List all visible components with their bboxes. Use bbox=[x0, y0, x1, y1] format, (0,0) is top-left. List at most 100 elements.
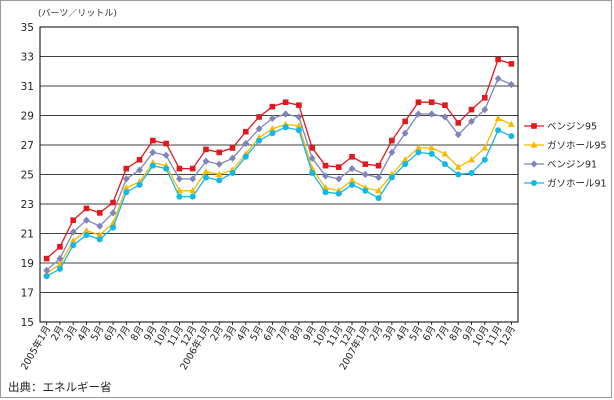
data-point bbox=[415, 110, 422, 118]
data-point bbox=[269, 130, 276, 137]
data-point bbox=[454, 131, 462, 139]
data-point bbox=[402, 161, 409, 168]
data-point bbox=[468, 117, 475, 125]
data-point bbox=[229, 145, 236, 151]
data-point bbox=[282, 99, 289, 106]
data-point bbox=[507, 80, 515, 89]
data-point bbox=[149, 162, 156, 169]
data-point bbox=[282, 110, 290, 118]
data-point bbox=[149, 148, 157, 156]
data-point bbox=[189, 175, 197, 183]
data-point bbox=[468, 170, 475, 177]
y-tick-label: 15 bbox=[21, 317, 34, 329]
x-tick-label: 2005年1月 bbox=[18, 324, 53, 373]
data-point bbox=[96, 236, 103, 243]
data-point bbox=[401, 156, 409, 163]
data-point bbox=[110, 224, 117, 231]
data-point bbox=[388, 174, 395, 181]
y-tick-label: 27 bbox=[21, 140, 34, 152]
data-point bbox=[83, 226, 90, 234]
data-point bbox=[295, 113, 303, 121]
data-point bbox=[361, 170, 369, 179]
data-point bbox=[83, 216, 90, 224]
data-point bbox=[122, 184, 130, 191]
data-point bbox=[83, 231, 90, 238]
data-point bbox=[110, 199, 116, 206]
legend-label: ベンジン91 bbox=[547, 160, 597, 171]
data-point bbox=[136, 166, 143, 174]
data-point bbox=[162, 151, 170, 159]
data-point bbox=[322, 189, 329, 196]
data-point bbox=[123, 189, 130, 196]
data-point bbox=[481, 106, 489, 114]
data-point bbox=[441, 113, 449, 121]
data-point bbox=[348, 176, 356, 183]
y-tick-label: 19 bbox=[21, 258, 34, 270]
data-point bbox=[176, 165, 183, 172]
data-point bbox=[295, 122, 303, 129]
data-point bbox=[494, 114, 502, 122]
data-point bbox=[362, 161, 369, 167]
data-point bbox=[243, 128, 249, 135]
data-point bbox=[335, 175, 343, 183]
data-point bbox=[388, 148, 396, 156]
data-point bbox=[428, 144, 436, 151]
legend-marker bbox=[531, 180, 537, 186]
data-point bbox=[163, 165, 170, 172]
data-point bbox=[268, 125, 276, 132]
data-point bbox=[389, 137, 395, 144]
legend-label: ベンジン95 bbox=[547, 122, 597, 133]
data-point bbox=[96, 231, 104, 238]
data-point bbox=[494, 75, 502, 83]
data-point bbox=[176, 175, 183, 183]
data-point bbox=[189, 193, 196, 200]
data-point bbox=[43, 266, 51, 274]
data-point bbox=[202, 174, 209, 181]
data-point bbox=[468, 106, 475, 113]
data-point bbox=[242, 139, 250, 148]
data-point bbox=[322, 172, 329, 180]
data-point bbox=[428, 110, 436, 118]
data-point bbox=[402, 118, 408, 125]
data-point bbox=[242, 153, 249, 160]
data-point bbox=[69, 237, 77, 244]
data-point bbox=[150, 137, 156, 144]
data-point bbox=[454, 163, 462, 170]
data-point bbox=[322, 162, 329, 169]
data-point bbox=[203, 146, 209, 153]
data-point bbox=[481, 156, 488, 163]
data-point bbox=[375, 195, 382, 202]
data-point bbox=[508, 133, 515, 140]
data-point bbox=[481, 144, 489, 151]
data-point bbox=[335, 190, 342, 197]
data-point bbox=[308, 154, 316, 162]
y-tick-label: 21 bbox=[21, 229, 34, 241]
legend-marker bbox=[531, 123, 537, 129]
data-point bbox=[189, 165, 196, 172]
data-point bbox=[56, 254, 64, 263]
data-point bbox=[136, 156, 143, 163]
data-point bbox=[468, 156, 475, 163]
data-point bbox=[216, 177, 223, 184]
data-point bbox=[428, 150, 435, 157]
data-point bbox=[441, 161, 448, 168]
data-point bbox=[415, 99, 422, 106]
legend-marker bbox=[530, 160, 538, 168]
y-tick-label: 29 bbox=[21, 111, 34, 123]
y-tick-label: 17 bbox=[21, 288, 34, 300]
data-point bbox=[256, 137, 263, 144]
legend-label: ガソホール91 bbox=[547, 179, 607, 190]
data-point bbox=[269, 103, 276, 110]
data-point bbox=[268, 114, 276, 123]
data-point bbox=[495, 127, 502, 134]
data-point bbox=[442, 102, 448, 108]
data-point bbox=[401, 129, 409, 137]
data-point bbox=[163, 140, 169, 147]
y-tick-label: 25 bbox=[21, 170, 34, 182]
data-point bbox=[229, 170, 236, 177]
data-point bbox=[349, 154, 355, 160]
y-tick-label: 33 bbox=[21, 52, 34, 64]
data-point bbox=[455, 120, 462, 126]
